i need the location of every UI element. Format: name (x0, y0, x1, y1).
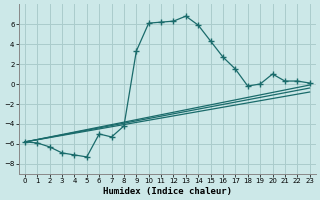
X-axis label: Humidex (Indice chaleur): Humidex (Indice chaleur) (103, 187, 232, 196)
